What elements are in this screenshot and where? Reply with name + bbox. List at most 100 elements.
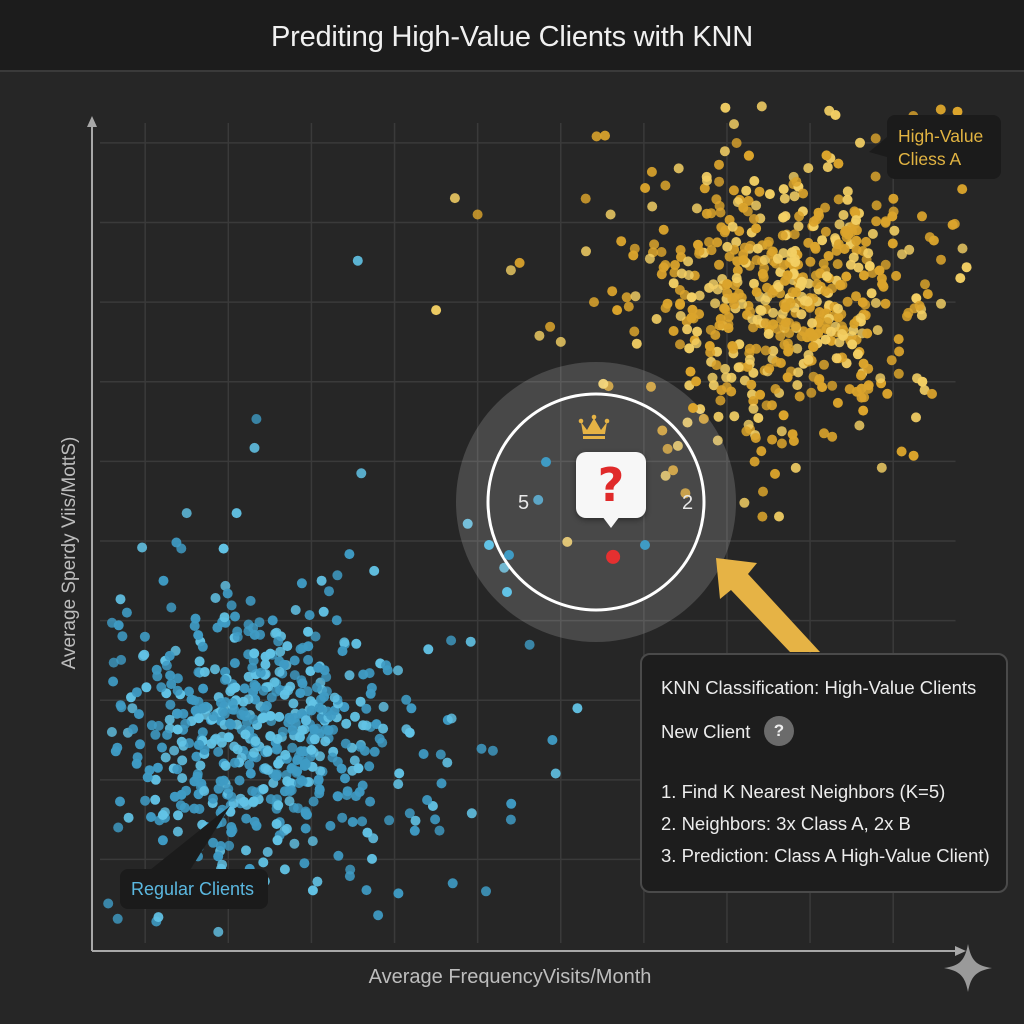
class-a-point (803, 163, 814, 174)
class-a-point (863, 248, 874, 259)
class-b-point (208, 793, 218, 804)
class-a-point (708, 380, 719, 391)
class-a-point (880, 298, 891, 309)
class-b-point (251, 414, 262, 424)
class-b-point (115, 594, 126, 605)
class-a-point (591, 131, 602, 142)
class-a-point (779, 193, 790, 204)
class-a-point (798, 188, 809, 199)
class-b-point (137, 542, 148, 553)
class-b-point (229, 658, 240, 669)
class-b-point (258, 857, 269, 868)
class-b-point (270, 628, 281, 639)
class-b-point (332, 570, 343, 581)
class-b-point (310, 631, 321, 642)
class-a-point (431, 305, 442, 316)
class-b-point (282, 776, 293, 787)
class-b-point (446, 635, 457, 646)
class-b-point (314, 784, 325, 795)
class-b-point (164, 714, 175, 725)
new-client-label: New Client (661, 721, 751, 742)
class-a-point (858, 270, 869, 281)
class-a-point (794, 211, 805, 222)
class-b-point (374, 733, 385, 744)
class-a-point (851, 225, 862, 236)
class-b-point (423, 644, 434, 655)
class-a-point (761, 400, 772, 411)
class-a-point (870, 133, 881, 144)
class-b-point (300, 806, 311, 817)
class-a-point (704, 237, 714, 247)
class-a-point (649, 239, 660, 250)
class-b-point (150, 794, 161, 805)
class-b-point (260, 651, 271, 662)
class-a-point (778, 410, 789, 421)
query-point[interactable] (606, 549, 621, 564)
class-b-point (226, 600, 237, 611)
class-a-point (764, 363, 775, 374)
class-a-point (957, 243, 968, 254)
class-b-point (271, 771, 282, 782)
class-b-point (241, 845, 251, 856)
class-a-point (772, 253, 783, 264)
class-a-point (880, 216, 891, 227)
class-b-point (369, 565, 380, 576)
class-b-point (222, 588, 233, 599)
class-a-point (748, 322, 759, 333)
class-a-point (821, 150, 832, 161)
sparkle-icon[interactable] (944, 944, 992, 992)
class-a-point (863, 363, 874, 374)
neighbor-point (640, 540, 650, 550)
info-panel: KNN Classification: High-Value Clients N… (640, 653, 1008, 893)
class-b-point (404, 808, 415, 819)
class-b-point (240, 729, 251, 740)
class-a-point (722, 287, 733, 298)
class-b-point (249, 747, 259, 758)
class-b-point (218, 543, 229, 554)
class-a-point (791, 287, 802, 298)
class-b-point (272, 743, 283, 754)
class-b-point (364, 668, 375, 679)
class-b-point (355, 696, 366, 707)
class-a-point (759, 254, 770, 265)
class-b-point (199, 786, 210, 796)
class-a-point (864, 261, 875, 271)
class-a-point (835, 280, 846, 291)
class-a-point (623, 301, 634, 312)
class-b-point (341, 718, 352, 729)
class-a-point (861, 236, 872, 247)
class-b-point (340, 773, 350, 784)
class-b-point (308, 724, 319, 735)
class-a-point (722, 241, 733, 252)
class-a-point (693, 239, 703, 250)
class-a-point (870, 171, 881, 182)
class-a-point (955, 273, 966, 284)
class-b-point (436, 778, 447, 789)
class-b-point (373, 910, 384, 921)
help-icon[interactable]: ? (764, 716, 794, 746)
class-b-point (131, 758, 142, 769)
class-a-point (657, 425, 668, 436)
class-a-point (743, 195, 754, 206)
class-a-point (896, 446, 907, 457)
class-b-point (210, 593, 221, 603)
class-b-point (315, 766, 326, 777)
class-a-point (729, 299, 740, 310)
class-a-point (545, 321, 556, 332)
class-b-point (197, 703, 208, 714)
class-a-point (887, 238, 898, 249)
class-a-point (919, 385, 930, 396)
class-a-point (704, 341, 715, 351)
class-a-point (682, 417, 693, 428)
class-b-point (231, 508, 242, 519)
class-a-point (716, 385, 727, 396)
class-b-point (505, 814, 516, 825)
class-b-point (337, 646, 348, 657)
class-a-point (668, 326, 679, 336)
class-a-point (748, 403, 759, 414)
class-b-point (175, 800, 186, 811)
class-b-point (303, 626, 313, 637)
class-a-point (814, 307, 825, 317)
class-a-point (870, 298, 881, 308)
class-b-point (347, 817, 358, 827)
